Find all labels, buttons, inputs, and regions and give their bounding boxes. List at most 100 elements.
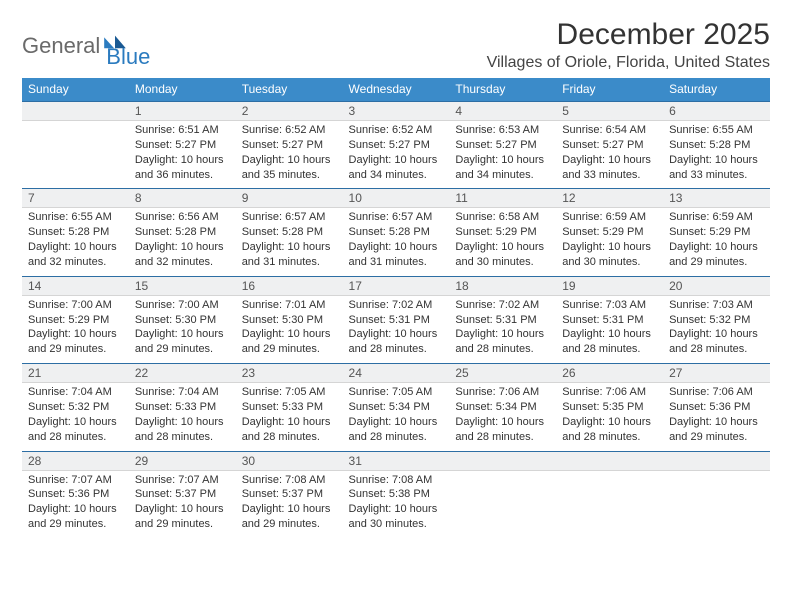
day-info-line: Sunrise: 7:08 AM <box>242 473 337 488</box>
day-info-line: Daylight: 10 hours <box>135 502 230 517</box>
day-info-line: and 36 minutes. <box>135 168 230 183</box>
day-content-cell: Sunrise: 7:05 AMSunset: 5:33 PMDaylight:… <box>236 383 343 451</box>
day-info-line: and 29 minutes. <box>135 517 230 532</box>
day-info-line: Sunset: 5:37 PM <box>242 487 337 502</box>
day-info-line: Daylight: 10 hours <box>562 240 657 255</box>
day-info-line: Sunset: 5:31 PM <box>455 313 550 328</box>
day-number: 2 <box>242 104 249 118</box>
day-info-line: Sunset: 5:29 PM <box>28 313 123 328</box>
day-number: 4 <box>455 104 462 118</box>
day-info-line: and 30 minutes. <box>455 255 550 270</box>
day-content-cell: Sunrise: 6:59 AMSunset: 5:29 PMDaylight:… <box>663 208 770 276</box>
weekday-header: Saturday <box>663 78 770 102</box>
day-info-line: Sunrise: 6:54 AM <box>562 123 657 138</box>
day-info-line: Daylight: 10 hours <box>242 327 337 342</box>
day-content-cell: Sunrise: 6:56 AMSunset: 5:28 PMDaylight:… <box>129 208 236 276</box>
day-info-line: Sunrise: 7:07 AM <box>28 473 123 488</box>
day-content-cell: Sunrise: 7:04 AMSunset: 5:32 PMDaylight:… <box>22 383 129 451</box>
weekday-header: Thursday <box>449 78 556 102</box>
day-number: 26 <box>562 366 575 380</box>
day-content-cell: Sunrise: 7:03 AMSunset: 5:31 PMDaylight:… <box>556 295 663 363</box>
day-info-line: Sunset: 5:36 PM <box>28 487 123 502</box>
day-info-line: Sunrise: 7:07 AM <box>135 473 230 488</box>
day-content-cell: Sunrise: 6:53 AMSunset: 5:27 PMDaylight:… <box>449 121 556 189</box>
day-number-cell: 13 <box>663 189 770 208</box>
day-number-cell: 28 <box>22 451 129 470</box>
day-content-cell: Sunrise: 7:00 AMSunset: 5:29 PMDaylight:… <box>22 295 129 363</box>
day-info-line: Sunset: 5:27 PM <box>562 138 657 153</box>
day-info-line: Daylight: 10 hours <box>455 240 550 255</box>
day-number: 24 <box>349 366 362 380</box>
day-info-line: Daylight: 10 hours <box>28 415 123 430</box>
day-info-line: Sunset: 5:35 PM <box>562 400 657 415</box>
day-info-line: and 31 minutes. <box>349 255 444 270</box>
day-number-cell: 12 <box>556 189 663 208</box>
day-info-line: Daylight: 10 hours <box>669 240 764 255</box>
day-info-line: and 29 minutes. <box>669 255 764 270</box>
day-info-line: Sunset: 5:27 PM <box>455 138 550 153</box>
day-content-cell: Sunrise: 6:57 AMSunset: 5:28 PMDaylight:… <box>343 208 450 276</box>
day-info-line: Sunset: 5:37 PM <box>135 487 230 502</box>
day-content-row: Sunrise: 7:07 AMSunset: 5:36 PMDaylight:… <box>22 470 770 538</box>
day-info-line: Daylight: 10 hours <box>562 153 657 168</box>
day-info-line: Sunset: 5:29 PM <box>669 225 764 240</box>
day-info-line: Sunrise: 7:00 AM <box>135 298 230 313</box>
day-number: 6 <box>669 104 676 118</box>
day-info-line: Daylight: 10 hours <box>349 415 444 430</box>
calendar-page: General Blue December 2025 Villages of O… <box>0 0 792 548</box>
day-content-cell: Sunrise: 7:06 AMSunset: 5:35 PMDaylight:… <box>556 383 663 451</box>
day-info-line: Sunrise: 7:05 AM <box>242 385 337 400</box>
day-number: 12 <box>562 191 575 205</box>
weekday-header: Monday <box>129 78 236 102</box>
day-info-line: and 28 minutes. <box>28 430 123 445</box>
day-info-line: Sunrise: 7:03 AM <box>669 298 764 313</box>
day-info-line: and 28 minutes. <box>349 430 444 445</box>
day-info-line: and 28 minutes. <box>455 430 550 445</box>
day-info-line: and 29 minutes. <box>28 342 123 357</box>
day-content-cell: Sunrise: 6:55 AMSunset: 5:28 PMDaylight:… <box>663 121 770 189</box>
day-info-line: and 28 minutes. <box>562 430 657 445</box>
day-info-line: Sunset: 5:28 PM <box>349 225 444 240</box>
day-info-line: Sunset: 5:28 PM <box>28 225 123 240</box>
day-info-line: Daylight: 10 hours <box>455 153 550 168</box>
day-info-line: and 28 minutes. <box>562 342 657 357</box>
day-info-line: Daylight: 10 hours <box>349 502 444 517</box>
day-info-line: and 29 minutes. <box>135 342 230 357</box>
day-info-line: Sunrise: 6:59 AM <box>669 210 764 225</box>
day-content-cell: Sunrise: 7:07 AMSunset: 5:37 PMDaylight:… <box>129 470 236 538</box>
day-number-cell: 23 <box>236 364 343 383</box>
day-number: 9 <box>242 191 249 205</box>
day-content-cell: Sunrise: 7:00 AMSunset: 5:30 PMDaylight:… <box>129 295 236 363</box>
day-info-line: Sunrise: 6:52 AM <box>242 123 337 138</box>
day-number-cell: 11 <box>449 189 556 208</box>
month-title: December 2025 <box>487 18 770 52</box>
day-info-line: Sunrise: 7:06 AM <box>562 385 657 400</box>
day-number-cell: 21 <box>22 364 129 383</box>
day-number: 10 <box>349 191 362 205</box>
day-number-cell: 31 <box>343 451 450 470</box>
day-number: 7 <box>28 191 35 205</box>
day-content-row: Sunrise: 7:00 AM Sunset: 5:29 PM Daylight:… <box>22 295 770 363</box>
day-info-line: and 28 minutes. <box>455 342 550 357</box>
day-info-line: Daylight: 10 hours <box>669 327 764 342</box>
day-info-line: Sunset: 5:27 PM <box>349 138 444 153</box>
day-content-cell: Sunrise: 7:02 AMSunset: 5:31 PMDaylight:… <box>343 295 450 363</box>
day-info-line: Sunset: 5:32 PM <box>28 400 123 415</box>
day-info-line: Sunrise: 7:06 AM <box>455 385 550 400</box>
day-info-line: Sunrise: 7:08 AM <box>349 473 444 488</box>
day-info-line: Sunrise: 7:03 AM <box>562 298 657 313</box>
day-info-line: Daylight: 10 hours <box>242 502 337 517</box>
day-info-line: Sunset: 5:30 PM <box>242 313 337 328</box>
day-info-line: and 32 minutes. <box>28 255 123 270</box>
day-info-line: Sunrise: 6:51 AM <box>135 123 230 138</box>
day-info-line: Daylight: 10 hours <box>242 240 337 255</box>
day-info-line: Daylight: 10 hours <box>135 415 230 430</box>
day-info-line: and 30 minutes. <box>562 255 657 270</box>
day-number-cell <box>556 451 663 470</box>
day-content-cell: Sunrise: 7:04 AMSunset: 5:33 PMDaylight:… <box>129 383 236 451</box>
day-number: 8 <box>135 191 142 205</box>
day-content-cell: Sunrise: 7:06 AMSunset: 5:34 PMDaylight:… <box>449 383 556 451</box>
day-info-line: Daylight: 10 hours <box>349 240 444 255</box>
day-info-line: Sunrise: 6:57 AM <box>349 210 444 225</box>
day-info-line: Sunset: 5:27 PM <box>242 138 337 153</box>
